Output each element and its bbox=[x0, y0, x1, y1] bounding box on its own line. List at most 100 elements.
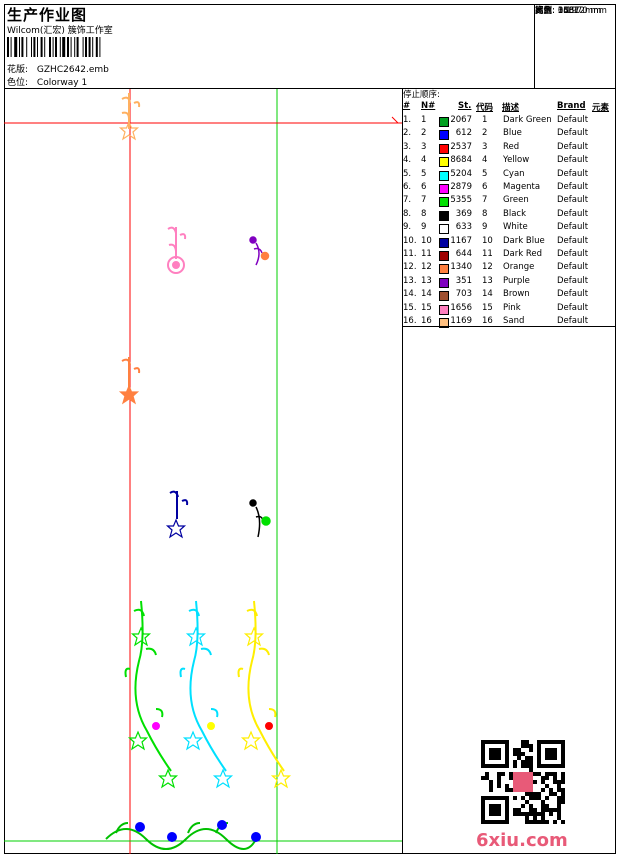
table-row: 14. 14 703 14 Brown Default bbox=[402, 289, 616, 302]
color-swatch bbox=[439, 184, 449, 194]
cell-st: 644 bbox=[455, 249, 472, 259]
cell-idx: 8. bbox=[403, 208, 412, 219]
cell-idx: 6. bbox=[403, 182, 412, 192]
cell-num: 14 bbox=[421, 289, 432, 300]
stat-label: 宽度: bbox=[535, 6, 555, 16]
cell-desc: Cyan bbox=[503, 168, 525, 179]
cell-st: 1167 bbox=[450, 235, 472, 246]
cell-code: 3 bbox=[482, 141, 488, 152]
cell-brand: Default bbox=[557, 195, 589, 206]
motif-bottom-border bbox=[105, 820, 261, 850]
cell-st: 2067 bbox=[450, 115, 472, 125]
cell-code: 1 bbox=[482, 115, 488, 125]
color-swatch bbox=[439, 264, 449, 275]
cell-desc: Dark Red bbox=[503, 249, 543, 259]
cell-brand: Default bbox=[557, 289, 589, 300]
col-header-desc: 描述 bbox=[502, 103, 520, 113]
stat-value: 1361.0 mm bbox=[557, 6, 607, 16]
stat-row: 针数: 35372 bbox=[535, 5, 585, 18]
color-swatch bbox=[439, 197, 449, 208]
cell-desc: Purple bbox=[503, 275, 530, 286]
color-swatch bbox=[439, 251, 449, 261]
cell-num: 5 bbox=[421, 168, 427, 179]
col-header-elem: 元素 bbox=[592, 103, 610, 113]
cell-code: 9 bbox=[482, 222, 488, 233]
cell-desc: Yellow bbox=[503, 155, 530, 166]
stats-box: 针数: 35372 颜色: 16 高度: 1361.0 mm 宽度: 348.7 mm 比例: 0… bbox=[534, 4, 616, 88]
table-row: 6. 6 2879 6 Magenta Default bbox=[402, 182, 616, 195]
cell-st: 351 bbox=[455, 275, 472, 286]
table-row: 16. 16 1169 16 Sand Default bbox=[402, 316, 616, 329]
stat-label: 高度: bbox=[535, 6, 555, 16]
page-frame bbox=[4, 4, 616, 854]
cell-desc: Black bbox=[503, 208, 526, 219]
cell-code: 4 bbox=[482, 155, 488, 166]
cell-code: 14 bbox=[482, 289, 493, 300]
cell-desc: Dark Green bbox=[503, 115, 552, 125]
color-swatch bbox=[439, 117, 449, 127]
company-name: Wilcom(汇宏) 簇饰工作室 bbox=[7, 26, 113, 36]
cell-desc: Red bbox=[503, 141, 520, 152]
col-header-brand: Brand bbox=[557, 101, 586, 111]
watermark-text: 6xiu.com bbox=[476, 830, 568, 851]
cell-idx: 14. bbox=[403, 289, 417, 300]
cell-num: 12 bbox=[421, 262, 432, 273]
cell-idx: 16. bbox=[403, 316, 417, 326]
color-swatch bbox=[439, 304, 449, 315]
stat-row: 比例: 0.19 bbox=[535, 5, 577, 18]
motif-small-purple bbox=[249, 236, 270, 266]
color-swatch bbox=[439, 224, 449, 235]
cell-idx: 10. bbox=[403, 235, 417, 246]
col-header-code: 代码 bbox=[476, 103, 494, 113]
cell-num: 10 bbox=[421, 235, 432, 246]
color-swatch bbox=[439, 170, 449, 181]
cell-st: 8684 bbox=[450, 155, 472, 166]
stat-label: 针数: bbox=[535, 6, 555, 16]
colorway-label: 色位: bbox=[7, 78, 29, 88]
arrow-marker bbox=[391, 116, 400, 124]
barcode-image bbox=[7, 37, 101, 57]
table-row: 4. 4 8684 4 Yellow Default bbox=[402, 155, 616, 168]
cell-brand: Default bbox=[557, 316, 589, 326]
colorway-line: 色位: Colorway 1 bbox=[7, 75, 87, 88]
cell-st: 5204 bbox=[450, 168, 472, 179]
cell-brand: Default bbox=[557, 222, 589, 233]
motif-sand bbox=[119, 93, 141, 140]
stat-label: 比例: bbox=[535, 6, 555, 16]
cell-st: 1340 bbox=[450, 262, 472, 273]
cell-desc: Green bbox=[503, 195, 529, 206]
cell-code: 5 bbox=[482, 168, 488, 179]
motif-green-column bbox=[124, 600, 178, 788]
cell-num: 13 bbox=[421, 275, 432, 286]
cell-desc: Magenta bbox=[503, 182, 541, 192]
cell-num: 2 bbox=[421, 128, 427, 139]
cell-brand: Default bbox=[557, 141, 589, 152]
cell-idx: 7. bbox=[403, 195, 412, 206]
cell-code: 11 bbox=[482, 249, 493, 259]
cell-idx: 5. bbox=[403, 168, 412, 179]
cell-idx: 13. bbox=[403, 275, 417, 286]
cell-desc: Orange bbox=[503, 262, 535, 273]
cell-idx: 11. bbox=[403, 249, 417, 259]
cell-st: 369 bbox=[455, 208, 472, 219]
color-swatch bbox=[439, 210, 449, 221]
colorway-value: Colorway 1 bbox=[36, 78, 88, 88]
color-swatch bbox=[439, 318, 449, 328]
cell-desc: Sand bbox=[503, 316, 525, 326]
cell-brand: Default bbox=[557, 155, 589, 166]
cell-desc: Brown bbox=[503, 289, 530, 300]
color-swatch bbox=[439, 143, 449, 154]
cell-num: 9 bbox=[421, 222, 427, 233]
cell-code: 7 bbox=[482, 195, 488, 206]
cell-code: 12 bbox=[482, 262, 493, 273]
cell-brand: Default bbox=[557, 208, 589, 219]
header-divider bbox=[4, 88, 616, 89]
cell-desc: Dark Blue bbox=[503, 235, 545, 246]
stat-row: 颜色: 16 bbox=[535, 5, 569, 18]
cell-num: 15 bbox=[421, 302, 432, 313]
cell-num: 8 bbox=[421, 208, 427, 219]
table-row: 11. 11 644 11 Dark Red Default bbox=[402, 249, 616, 262]
stat-value: 0.19 bbox=[557, 6, 577, 16]
cell-brand: Default bbox=[557, 235, 589, 246]
cell-num: 7 bbox=[421, 195, 427, 206]
